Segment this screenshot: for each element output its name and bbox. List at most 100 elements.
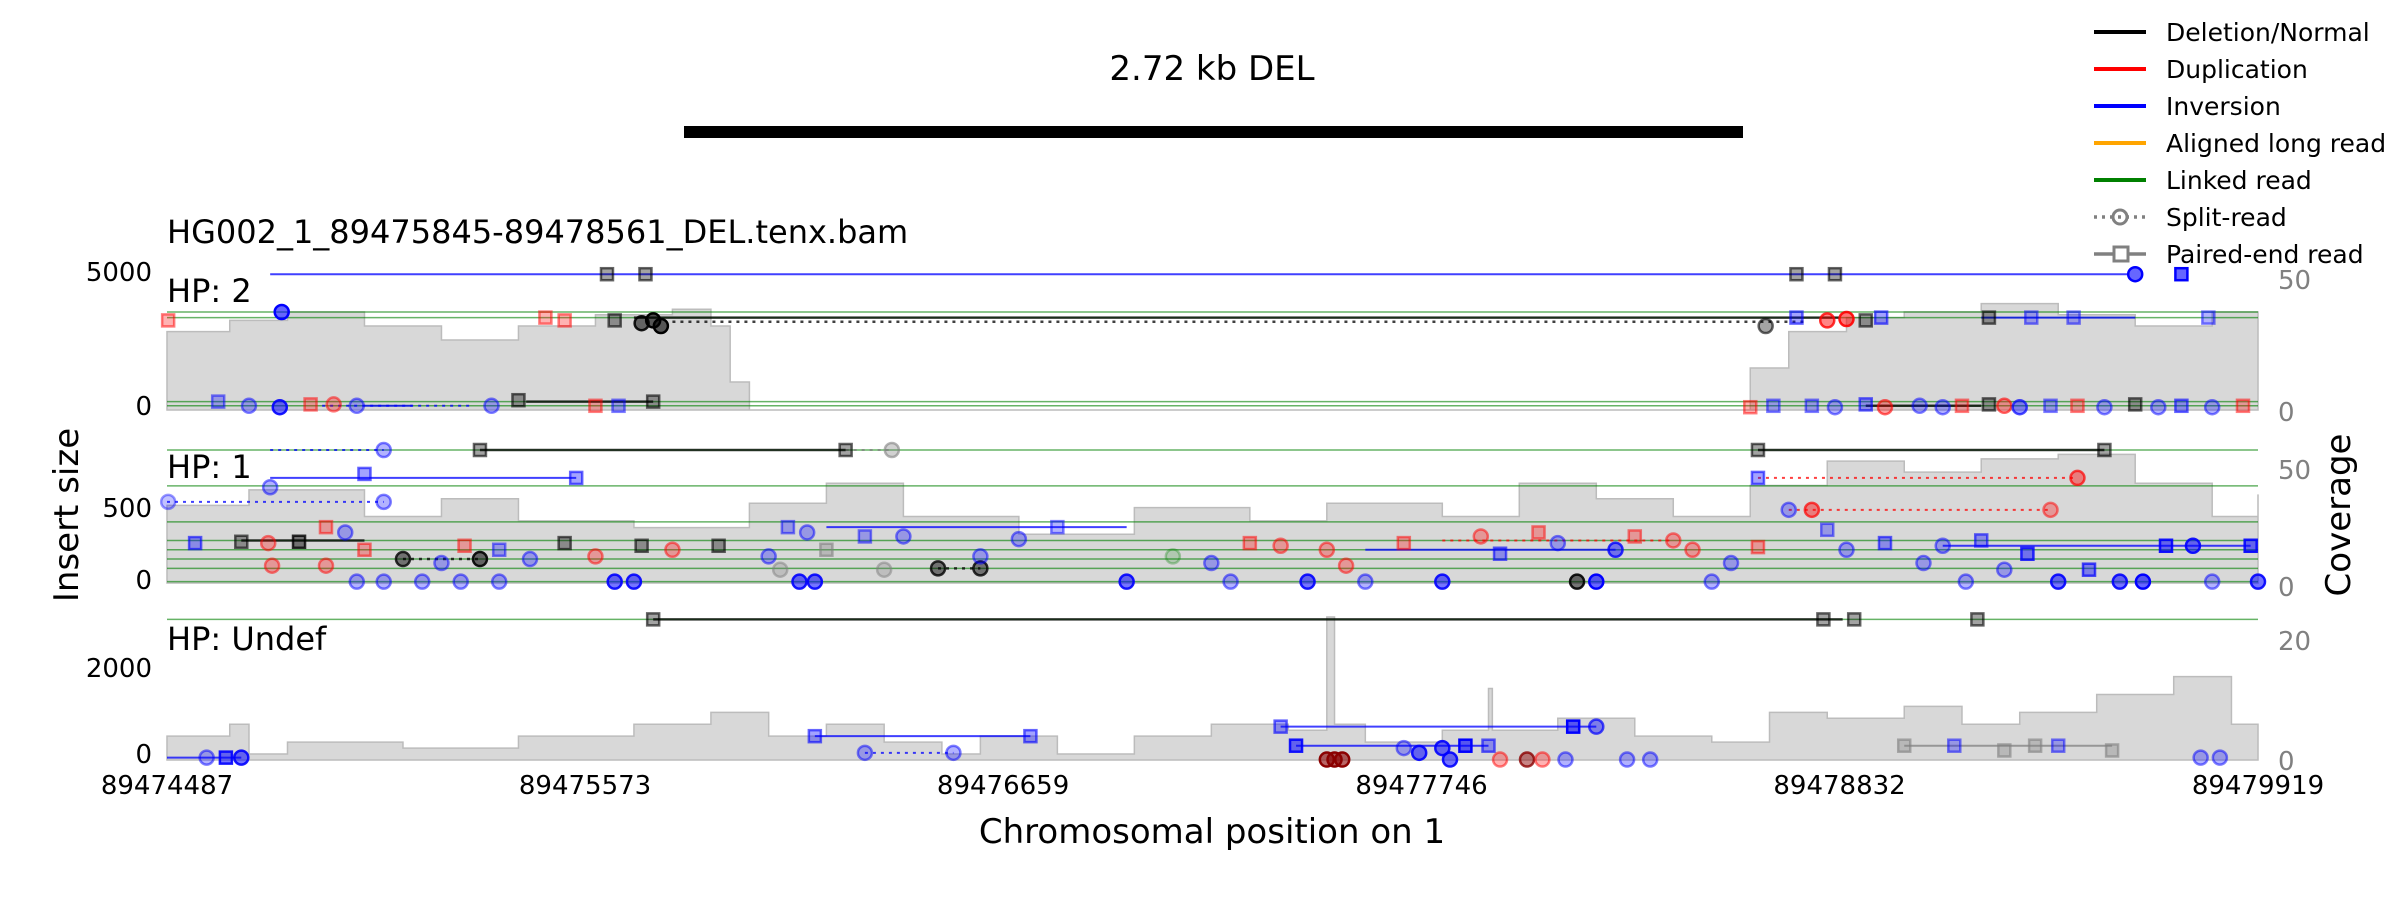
paired-end-marker bbox=[1750, 539, 1766, 555]
split-read-marker bbox=[1665, 532, 1682, 549]
panel-label: HP: 2 bbox=[167, 272, 252, 310]
panel-label: HP: 1 bbox=[167, 448, 252, 486]
split-read-marker bbox=[325, 396, 342, 413]
split-read-marker bbox=[1549, 534, 1567, 552]
paired-end-marker bbox=[638, 266, 653, 282]
split-read-marker bbox=[1333, 751, 1351, 768]
paired-end-marker bbox=[2027, 738, 2043, 753]
x-tick-label: 89477746 bbox=[1355, 771, 1487, 801]
split-read-marker bbox=[895, 528, 912, 545]
split-read-marker bbox=[2150, 398, 2167, 416]
split-read-marker bbox=[972, 548, 989, 565]
split-read-marker bbox=[2042, 501, 2059, 519]
split-read-marker bbox=[471, 550, 489, 568]
split-read-marker bbox=[2111, 573, 2129, 590]
split-read-marker bbox=[1826, 398, 1844, 416]
paired-end-marker bbox=[599, 266, 615, 282]
paired-end-marker bbox=[807, 728, 823, 744]
split-read-marker bbox=[652, 317, 670, 335]
paired-end-marker bbox=[645, 394, 661, 409]
split-read-marker bbox=[2249, 573, 2267, 590]
legend-marker bbox=[2111, 208, 2129, 226]
split-read-marker bbox=[1557, 751, 1574, 768]
split-read-marker bbox=[606, 573, 623, 590]
split-read-marker bbox=[198, 749, 215, 766]
split-read-marker bbox=[413, 573, 431, 590]
split-read-marker bbox=[587, 548, 604, 565]
split-read-marker bbox=[433, 554, 450, 572]
split-read-marker bbox=[1534, 751, 1551, 768]
paired-end-marker bbox=[634, 538, 649, 554]
paired-end-marker bbox=[1858, 313, 1873, 328]
split-read-marker bbox=[1203, 554, 1220, 572]
split-read-marker bbox=[791, 573, 808, 590]
paired-end-marker bbox=[160, 313, 176, 328]
coverage-area bbox=[166, 616, 2259, 761]
paired-end-marker bbox=[1766, 398, 1781, 414]
legend-label: Paired-end read bbox=[2166, 240, 2364, 269]
split-read-marker bbox=[1838, 541, 1855, 558]
paired-end-marker bbox=[1804, 398, 1820, 414]
split-read-marker bbox=[1819, 312, 1836, 329]
coverage-tick-label: 50 bbox=[2278, 266, 2311, 296]
y-tick-label: 2000 bbox=[86, 654, 152, 684]
legend-label: Split-read bbox=[2166, 203, 2287, 232]
legend-label: Deletion/Normal bbox=[2166, 18, 2370, 47]
split-read-marker bbox=[1568, 573, 1586, 590]
split-read-marker bbox=[856, 744, 874, 762]
split-read-marker bbox=[394, 550, 412, 568]
paired-end-marker bbox=[857, 529, 873, 544]
split-read-marker bbox=[1780, 501, 1798, 519]
split-read-marker bbox=[2069, 469, 2086, 487]
paired-end-marker bbox=[611, 398, 626, 414]
split-read-marker bbox=[1164, 548, 1182, 565]
paired-end-marker bbox=[1846, 612, 1862, 627]
split-read-marker bbox=[1299, 573, 1316, 590]
paired-end-marker bbox=[2020, 546, 2035, 561]
paired-end-marker bbox=[1492, 546, 1508, 561]
paired-end-marker bbox=[291, 534, 307, 550]
split-read-marker bbox=[1934, 537, 1951, 555]
y-axis-label-right: Coverage bbox=[2319, 434, 2359, 597]
paired-end-marker bbox=[557, 535, 572, 551]
paired-end-marker bbox=[1565, 719, 1581, 734]
split-read-marker bbox=[2203, 398, 2221, 416]
paired-end-marker bbox=[491, 542, 507, 557]
chart-title: 2.72 kb DEL bbox=[1109, 49, 1314, 89]
split-read-marker bbox=[1472, 528, 1490, 545]
paired-end-marker bbox=[1816, 612, 1831, 627]
y-axis-label-left: Insert size bbox=[47, 428, 87, 602]
split-read-marker bbox=[1957, 573, 1975, 590]
split-read-marker bbox=[2211, 749, 2229, 766]
split-read-marker bbox=[271, 398, 289, 416]
coverage-area bbox=[166, 302, 2259, 411]
legend-label: Linked read bbox=[2166, 166, 2312, 195]
paired-end-marker bbox=[1820, 522, 1835, 538]
split-read-marker bbox=[490, 573, 508, 590]
split-read-marker bbox=[159, 493, 177, 511]
split-read-marker bbox=[1010, 530, 1028, 548]
split-read-marker bbox=[1996, 397, 2013, 415]
split-read-marker bbox=[375, 441, 392, 459]
split-read-marker bbox=[1491, 751, 1509, 768]
split-read-marker bbox=[771, 561, 789, 578]
paired-end-marker bbox=[557, 313, 572, 328]
paired-end-marker bbox=[1531, 525, 1546, 540]
paired-end-marker bbox=[2070, 398, 2085, 414]
split-read-marker bbox=[760, 548, 777, 565]
split-read-marker bbox=[798, 524, 816, 541]
paired-end-marker bbox=[711, 538, 726, 554]
split-read-marker bbox=[1838, 310, 1855, 328]
paired-end-marker bbox=[511, 392, 526, 408]
coverage-tick-label: 20 bbox=[2278, 627, 2311, 657]
paired-end-marker bbox=[457, 538, 472, 554]
split-read-marker bbox=[2184, 537, 2202, 555]
split-read-marker bbox=[452, 573, 469, 590]
split-read-marker bbox=[972, 560, 989, 577]
paired-end-marker bbox=[357, 466, 372, 482]
split-read-marker bbox=[2203, 573, 2221, 590]
paired-end-marker bbox=[645, 612, 661, 627]
x-tick-label: 89475573 bbox=[519, 771, 651, 801]
paired-end-marker bbox=[2097, 442, 2112, 458]
